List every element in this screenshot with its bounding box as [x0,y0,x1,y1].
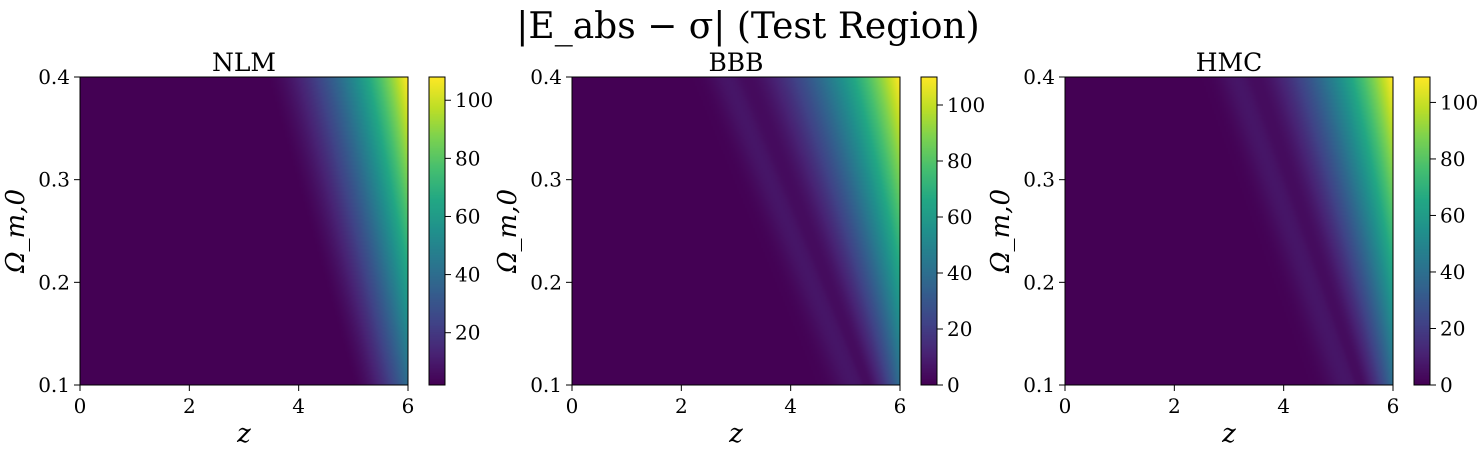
colorbar-tick-label: 20 [947,317,972,341]
x-tick-label: 6 [402,394,415,418]
colorbar: 20 40 60 80 100 [428,76,493,386]
y-tick-label: 0.1 [38,373,70,397]
colorbar-gradient [1414,77,1430,385]
x-axis-label: z [728,419,743,449]
y-axis-label: Ω_m,0 [493,189,523,274]
y-tick-label: 0.3 [1023,168,1055,192]
colorbar-tick-label: 60 [455,204,480,228]
y-axis-label: Ω_m,0 [1,189,31,274]
colorbar-tick-label: 80 [1440,147,1465,171]
y-tick-label: 0.4 [1023,65,1055,89]
colorbar-tick-label: 80 [455,146,480,170]
axes-frame [1064,76,1394,386]
x-tick-label: 0 [74,394,87,418]
y-tick-label: 0.3 [38,168,70,192]
colorbar-tick-label: 40 [455,263,480,287]
colorbar-frame [1413,76,1431,386]
colorbar-tick-label: 80 [947,149,972,173]
colorbar-tick-label: 0 [947,373,960,397]
colorbar-tick-label: 40 [947,261,972,285]
x-tick-label: 4 [1277,394,1290,418]
colorbar-gradient [429,77,445,385]
colorbar-frame [920,76,938,386]
x-tick-label: 2 [183,394,196,418]
panel-title: NLM [212,48,276,77]
colorbar-tick-label: 60 [1440,203,1465,227]
colorbar-gradient [921,77,937,385]
y-tick-label: 0.1 [530,373,562,397]
colorbar-tick-label: 40 [1440,260,1465,284]
y-axis-label: Ω_m,0 [986,189,1016,274]
x-tick-label: 6 [894,394,907,418]
colorbar-tick-label: 20 [1440,316,1465,340]
x-axis-label: z [1221,419,1236,449]
x-tick-label: 2 [675,394,688,418]
colorbar-tick-label: 100 [455,88,493,112]
x-tick-label: 2 [1168,394,1181,418]
y-tick-label: 0.1 [1023,373,1055,397]
y-tick-label: 0.4 [38,65,70,89]
colorbar-tick-label: 100 [1440,90,1478,114]
y-tick-label: 0.3 [530,168,562,192]
colorbar-tick-label: 0 [1440,373,1453,397]
x-tick-label: 4 [784,394,797,418]
panel-title: HMC [1196,48,1263,77]
heatmap-panel-bbb: BBB 0 2 4 6 0.1 0.2 0.3 0.4 z Ω_m,0 0 20 40 60 80 100 [493,48,985,449]
colorbar: 0 20 40 60 80 100 [1413,76,1478,397]
heatmap-panel-hmc: HMC 0 2 4 6 0.1 0.2 0.3 0.4 z Ω_m,0 0 20 40 60 80 100 [986,48,1478,449]
y-tick-label: 0.2 [38,270,70,294]
x-tick-label: 4 [292,394,305,418]
axes-frame [571,76,901,386]
x-tick-label: 6 [1387,394,1400,418]
colorbar-frame [428,76,446,386]
y-tick-label: 0.2 [530,270,562,294]
axes-frame [79,76,409,386]
heatmap-image [572,77,900,385]
heatmap-panel-nlm: NLM 0 2 4 6 0.1 0.2 0.3 0.4 z Ω_m,0 20 40 60 80 100 [1,48,493,449]
x-axis-label: z [236,419,251,449]
heatmap-image [1065,77,1393,385]
x-tick-label: 0 [566,394,579,418]
y-tick-label: 0.2 [1023,270,1055,294]
colorbar: 0 20 40 60 80 100 [920,76,985,397]
figure-suptitle: |E_abs − σ| (Test Region) [516,6,979,47]
heatmap-image [80,77,408,385]
y-tick-label: 0.4 [530,65,562,89]
x-tick-label: 0 [1059,394,1072,418]
panel-title: BBB [708,48,763,77]
colorbar-tick-label: 20 [455,321,480,345]
colorbar-tick-label: 60 [947,205,972,229]
colorbar-tick-label: 100 [947,93,985,117]
